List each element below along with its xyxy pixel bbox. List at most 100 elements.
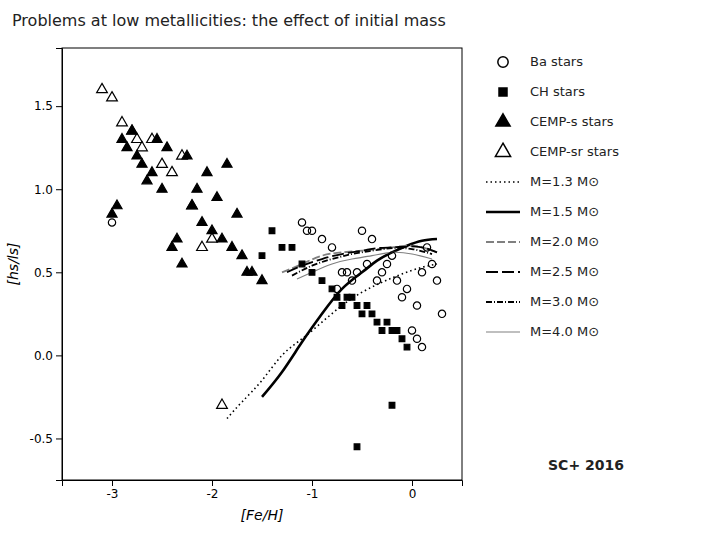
y-axis-tick-mark [56,438,62,439]
scatter-point [329,286,335,292]
scatter-point [358,227,365,234]
x-axis-tick-mark [212,480,213,486]
scatter-point [122,142,132,151]
scatter-point [364,303,370,309]
scatter-point [259,253,265,259]
scatter-point [177,258,187,267]
scatter-point [162,142,172,151]
model-curve [262,239,437,397]
scatter-point [108,219,115,226]
model-curve [227,264,437,419]
model-curve [287,246,437,272]
scatter-point [334,294,340,300]
model-curve [297,252,432,279]
y-axis-tick-mark [56,355,62,356]
legend-label: CEMP-sr stars [530,144,619,159]
scatter-point [289,245,295,251]
scatter-point [418,343,425,350]
scatter-point [413,335,420,342]
scatter-point [217,233,227,242]
legend-item: M=2.5 M⊙ [486,264,599,279]
legend-swatch [486,301,520,303]
scatter-point [344,294,350,300]
scatter-point [132,150,142,159]
scatter-point [212,192,222,201]
legend-swatch [486,181,520,183]
scatter-point [167,242,177,251]
scatter-point [328,244,335,251]
legend-label: M=2.5 M⊙ [530,264,599,279]
x-axis-tick: -3 [107,480,119,501]
scatter-point [374,319,380,325]
legend-label: CH stars [530,84,585,99]
scatter-point [202,167,212,176]
scatter-point [132,133,143,142]
scatter-point [247,266,257,275]
scatter-point [378,269,385,276]
x-axis: -3 -2 -1 0 [63,480,463,501]
scatter-point [398,294,405,301]
y-axis-tick-mark [56,272,62,273]
scatter-point [222,158,232,167]
x-axis-tick: -1 [307,480,319,501]
scatter-point [319,278,325,284]
scatter-point [107,92,118,101]
y-axis-tick: 0.0 [34,349,62,363]
legend-item: M=3.0 M⊙ [486,294,599,309]
scatter-point [279,245,285,251]
y-axis-tick: 1.5 [34,99,62,113]
scatter-point [339,303,345,309]
plot-frame [62,48,462,480]
legend-swatch [496,114,510,126]
scatter-point [413,302,420,309]
scatter-point [393,277,400,284]
legend-item: M=4.0 M⊙ [486,324,599,339]
scatter-point [142,175,152,184]
scatter-point [227,242,237,251]
scatter-point [384,319,390,325]
legend-label: Ba stars [530,54,583,69]
legend-swatch [495,143,510,156]
y-axis-tick-mark [56,189,62,190]
scatter-point [117,134,127,143]
scatter-point [428,260,435,267]
scatter-point [117,117,128,126]
scatter-point [187,200,198,209]
scatter-point [157,183,167,192]
x-axis-tick: 0 [409,480,417,501]
legend-swatch [486,331,520,332]
scatter-point [257,275,267,284]
legend-label: M=4.0 M⊙ [530,324,599,339]
legend-swatch [486,211,520,214]
y-axis: -0.50.00.51.01.5 [30,49,63,481]
scatter-point [408,327,415,334]
scatter-point [177,150,188,159]
plot-marks [97,83,446,449]
scatter-point [369,311,375,317]
legend-item: CH stars [499,84,585,99]
x-axis-tick-label: -3 [107,487,119,501]
legend-label: M=1.5 M⊙ [530,204,599,219]
y-axis-tick: 0.5 [34,266,62,280]
scatter-point [373,277,380,284]
legend-item: M=2.0 M⊙ [486,234,599,249]
x-axis-line [63,481,463,487]
x-axis-tick-label: -1 [307,487,319,501]
scatter-point [363,260,370,267]
legend-label: M=3.0 M⊙ [530,294,599,309]
scatter-point [192,183,202,192]
scatter-point [389,328,395,334]
scatter-point [127,125,137,134]
x-axis-tick: -2 [207,480,219,501]
scatter-point [404,344,410,350]
legend-item: CEMP-sr stars [495,143,619,158]
y-axis-tick: -0.5 [30,432,62,446]
scatter-point [298,219,305,226]
scatter-point [172,233,182,242]
scatter-point [403,285,410,292]
scatter-point [423,244,430,251]
x-axis-tick-mark [312,480,313,486]
scatter-point [379,328,385,334]
scatter-point [237,250,247,259]
scatter-point [107,208,117,217]
